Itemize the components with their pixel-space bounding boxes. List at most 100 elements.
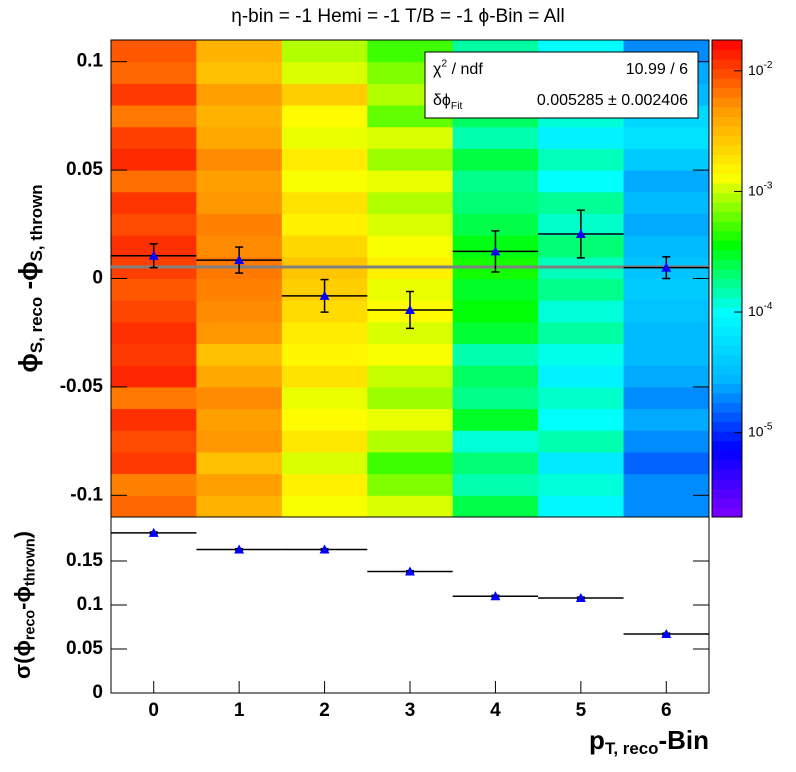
colorbar-band [712, 106, 742, 117]
label-part: ϕ [13, 353, 43, 373]
x-tick-label: 6 [661, 700, 672, 721]
heatmap-cell [452, 148, 539, 171]
colorbar-band [712, 68, 742, 79]
colorbar-band [712, 307, 742, 318]
x-tick-label: 2 [319, 700, 330, 721]
heatmap-cell [538, 300, 625, 323]
heatmap-cell [196, 40, 283, 63]
label-part: Fit [451, 101, 463, 112]
heatmap-cell [111, 386, 197, 410]
heatmap-cell [623, 148, 710, 171]
label-part: -ϕ [13, 261, 43, 296]
heatmap-cell [111, 343, 197, 366]
colorbar-band [712, 211, 742, 222]
heatmap-cell [538, 451, 625, 475]
colorbar-band [712, 268, 742, 279]
point [575, 229, 586, 239]
heatmap-cell [538, 343, 625, 366]
heatmap-cell [367, 430, 454, 453]
heatmap-cell [452, 451, 539, 475]
heatmap-cell [452, 386, 539, 410]
y-tick-label: 0.05 [66, 638, 103, 659]
heatmap-cell [538, 148, 625, 171]
heatmap-cell [281, 473, 368, 496]
colorbar-band [712, 154, 742, 165]
colorbar-band [712, 469, 742, 480]
colorbar-band [712, 173, 742, 184]
heatmap-cell [196, 473, 283, 496]
label-part: χ [433, 61, 442, 78]
colorbar-band [712, 202, 742, 213]
heatmap-cell [196, 213, 283, 236]
heatmap-cell [452, 170, 539, 193]
axis-label: pT, reco-Bin [589, 725, 709, 758]
point [490, 591, 501, 601]
heatmap-cell [281, 408, 368, 431]
label-part: -ϕ [10, 586, 35, 610]
colorbar-band [712, 392, 742, 404]
point [319, 290, 330, 300]
heatmap-cell [623, 365, 710, 388]
heatmap-cell [111, 83, 197, 106]
colorbar-band [712, 87, 742, 98]
colorbar-band [712, 478, 742, 489]
colorbar-band [712, 125, 742, 136]
heatmap-cell [452, 343, 539, 366]
y-tick-label: 0 [92, 268, 103, 289]
heatmap-cell [281, 386, 368, 410]
heatmap-cell [196, 126, 283, 149]
heatmap-cell [367, 451, 454, 475]
heatmap-cell [623, 191, 710, 214]
heatmap-cell [367, 213, 454, 236]
heatmap-cell [281, 430, 368, 453]
heatmap-cell [196, 430, 283, 453]
colorbar-band [712, 230, 742, 241]
heatmap-cell [367, 235, 454, 258]
colorbar-band [712, 326, 742, 337]
colorbar-band [712, 431, 742, 442]
heatmap-cell [111, 126, 197, 149]
heatmap-cell [367, 191, 454, 214]
heatmap-cell [196, 105, 283, 128]
point [490, 246, 501, 256]
colorbar-band [712, 402, 742, 413]
heatmap-cell [111, 105, 197, 128]
label-part: / ndf [447, 61, 483, 78]
heatmap-cell [452, 213, 539, 236]
colorbar-band [712, 345, 742, 356]
heatmap-cell [367, 408, 454, 431]
heatmap-cell [281, 343, 368, 366]
colorbar-tick-label: 10-2 [748, 59, 773, 77]
heatmap-cell [111, 365, 197, 388]
heatmap-cell [111, 300, 197, 323]
stats-label: χ2 / ndf [433, 58, 483, 78]
heatmap-cell [452, 126, 539, 149]
heatmap-cell [623, 235, 710, 258]
heatmap-cell [452, 495, 539, 518]
heatmap-cell [281, 451, 368, 475]
heatmap-cell [196, 343, 283, 366]
heatmap-cell [281, 40, 368, 63]
x-tick-label: 0 [148, 700, 159, 721]
heatmap-cell [538, 473, 625, 496]
colorbar-band [712, 488, 742, 499]
heatmap-cell [196, 83, 283, 106]
heatmap-cell [452, 191, 539, 214]
heatmap-cell [452, 408, 539, 431]
y-tick-label: -0.05 [60, 376, 104, 397]
heatmap-cell [538, 278, 625, 301]
y-tick-label: -0.1 [70, 484, 103, 505]
colorbar-band [712, 183, 742, 194]
x-tick-label: 4 [490, 700, 501, 721]
heatmap-cell [367, 495, 454, 518]
y-tick-label: 0.05 [66, 159, 103, 180]
label-part: 2 [441, 58, 447, 69]
heatmap-cell [281, 213, 368, 236]
colorbar-tick-label: 10-4 [748, 301, 773, 319]
colorbar-band [712, 497, 742, 508]
heatmap-cell [281, 365, 368, 388]
heatmap-cell [452, 473, 539, 496]
plot-frame [110, 516, 710, 694]
label-part: δϕ [433, 92, 451, 109]
colorbar-band [712, 288, 742, 299]
